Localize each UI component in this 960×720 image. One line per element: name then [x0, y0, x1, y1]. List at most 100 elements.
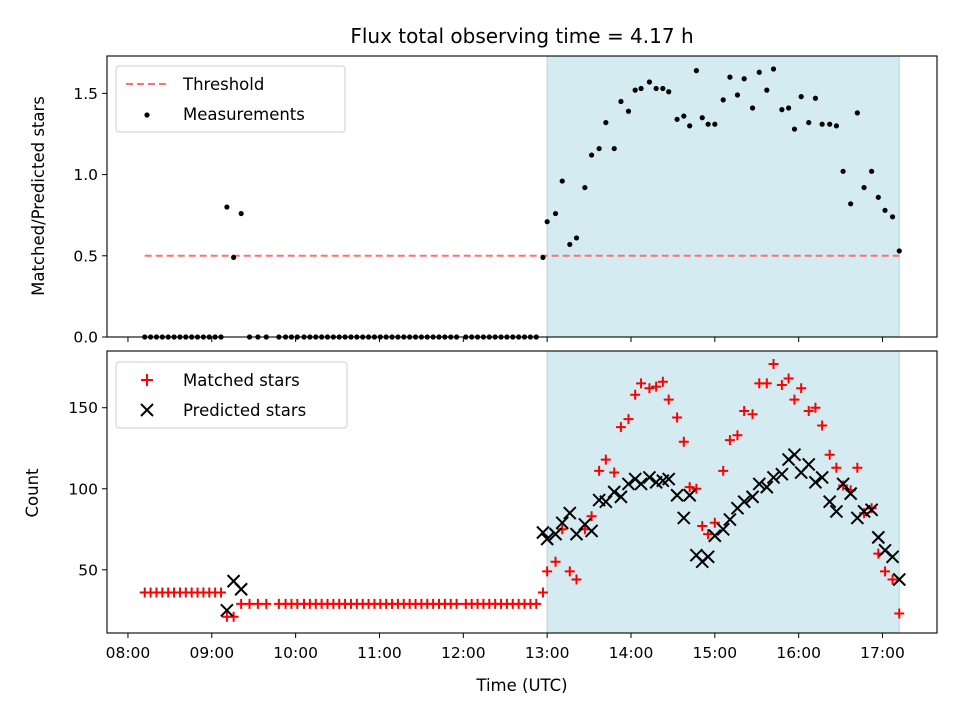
predicted-star-point	[662, 472, 676, 486]
measurement-point	[699, 115, 705, 121]
matched-star-point	[796, 383, 807, 394]
matched-star-point	[747, 409, 758, 420]
measurement-point	[660, 85, 666, 92]
measurement-point	[869, 168, 875, 174]
predicted-star-point	[563, 506, 577, 520]
matched-star-point	[776, 380, 787, 391]
measurement-point	[632, 87, 638, 93]
predicted-star-point	[716, 522, 730, 536]
matched-star-point	[550, 556, 561, 567]
bottom-y-ticks: 50 100 150	[68, 399, 107, 579]
bottom-legend-box	[115, 361, 348, 429]
predicted-star-point	[621, 477, 636, 491]
measurement-point	[552, 210, 559, 217]
matched-star-point	[838, 480, 849, 491]
matched-star-point	[564, 566, 575, 577]
legend-matched-label: Matched stars	[183, 371, 300, 390]
matched-star-point	[783, 373, 794, 384]
matched-star-point	[831, 462, 842, 473]
measurement-point	[573, 235, 580, 241]
predicted-star-point	[745, 490, 760, 504]
measurement-point	[588, 152, 595, 158]
matched-star-point	[672, 412, 683, 423]
predicted-star-point	[829, 504, 844, 519]
legend-matched-swatch	[141, 374, 153, 386]
x-tick-label: 08:00	[106, 644, 151, 662]
measurement-point	[896, 248, 902, 254]
matched-star-point	[571, 574, 582, 585]
matched-star-point	[537, 587, 548, 598]
measurement-point	[720, 97, 726, 103]
measurement-point	[653, 85, 659, 92]
predicted-star-point	[822, 495, 837, 509]
measurement-point	[882, 207, 888, 213]
measurement-point	[861, 184, 867, 191]
top-panel: 0.0 0.5 1.0 1.5 Matched/Predicted stars Thr…	[29, 55, 938, 347]
predicted-star-point	[836, 477, 850, 491]
matched-star-point	[887, 574, 898, 585]
measurement-point	[819, 121, 825, 127]
bottom-x-ticks: 08:00 09:00 10:00 11:00 12:00 13:00 14:00 15:00…	[106, 633, 905, 662]
x-tick-label: 09:00	[189, 644, 234, 662]
matched-star-point	[542, 566, 553, 577]
matched-star-point	[894, 608, 905, 619]
legend-measurements-label: Measurements	[183, 105, 305, 124]
matched-star-point	[600, 454, 611, 465]
x-tick-label: 12:00	[441, 644, 486, 662]
top-x-ticks	[127, 337, 884, 342]
measurement-point	[791, 126, 798, 132]
measurement-point	[889, 214, 896, 220]
predicted-star-point	[642, 470, 657, 485]
y-tick-label: 100	[68, 480, 98, 498]
measurement-point	[596, 145, 602, 152]
predicted-star-point	[808, 475, 823, 489]
measurement-point	[770, 66, 777, 72]
measurement-point	[567, 241, 573, 248]
top-axes-frame	[106, 55, 938, 338]
measurement-point	[544, 219, 550, 225]
matched-star-point	[663, 394, 674, 405]
measurement-point	[812, 95, 819, 101]
predicted-star-point	[234, 582, 248, 596]
measurement-point	[840, 168, 846, 174]
measurement-point	[712, 121, 718, 127]
matched-star-point	[657, 376, 668, 387]
measurement-point	[875, 194, 881, 200]
matched-star-point	[678, 436, 689, 447]
measurement-point	[666, 89, 672, 95]
predicted-star-point	[737, 495, 751, 509]
measurement-point	[638, 85, 644, 92]
bottom-axes-frame	[106, 350, 938, 634]
matched-star-point	[810, 402, 821, 413]
predicted-star-point	[670, 488, 684, 502]
predicted-star-point	[708, 529, 722, 543]
matched-star-point	[636, 378, 647, 389]
top-y-ticks: 0.0 0.5 1.0 1.5	[73, 85, 107, 347]
matched-star-point	[531, 598, 542, 609]
predicted-star-point	[634, 477, 648, 491]
matched-star-point	[594, 465, 605, 476]
predicted-star-point	[885, 550, 900, 564]
top-shaded-region	[546, 55, 900, 338]
predicted-star-point	[614, 490, 628, 504]
y-tick-label: 150	[68, 399, 98, 417]
matched-star-point	[615, 422, 626, 433]
matched-star-point	[718, 465, 729, 476]
matched-star-point	[451, 598, 462, 609]
x-tick-label: 17:00	[860, 644, 905, 662]
measurement-point	[779, 107, 785, 113]
matched-star-point	[609, 467, 620, 478]
predicted-star-point	[682, 488, 697, 502]
bottom-y-axis-label: Count	[23, 468, 42, 518]
measurement-point	[741, 76, 747, 82]
measurement-point	[693, 68, 699, 74]
legend-threshold-label: Threshold	[182, 75, 264, 94]
bottom-shaded-region	[546, 350, 900, 634]
matched-star-point	[824, 449, 835, 460]
measurement-point	[582, 184, 588, 191]
measurement-point	[238, 210, 244, 217]
x-tick-label: 14:00	[609, 644, 654, 662]
matched-star-point	[252, 598, 263, 609]
x-tick-label: 11:00	[357, 644, 402, 662]
x-axis-label: Time (UTC)	[475, 676, 567, 695]
